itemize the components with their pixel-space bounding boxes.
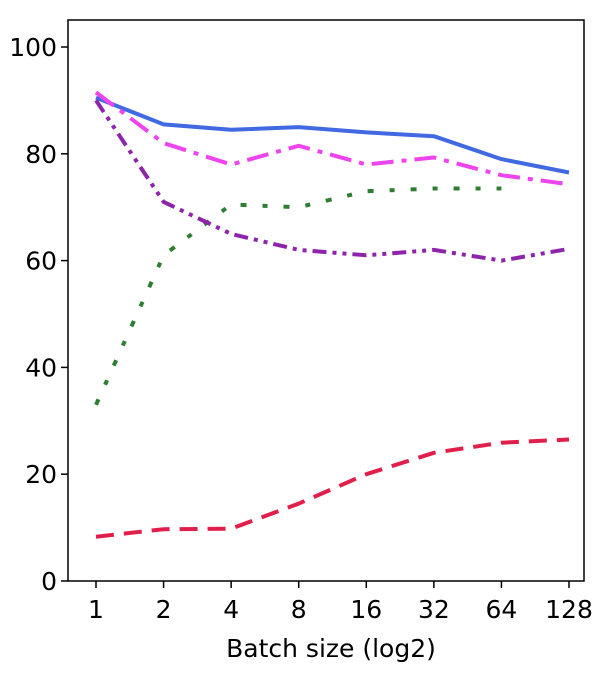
x-tick-label: 128: [545, 595, 593, 624]
series-line-1: [95, 95, 570, 175]
series-line-5: [95, 437, 570, 539]
series-line-2: [94, 90, 570, 187]
y-ticks: 0 20 40 60 80 100: [9, 33, 68, 596]
plot-frame: [67, 19, 585, 582]
x-tick-label: 4: [223, 595, 239, 624]
y-tick-label: 40: [25, 353, 57, 382]
x-axis-label: Batch size (log2): [226, 634, 436, 663]
series-line-4: [94, 99, 570, 263]
y-tick-label: 80: [25, 140, 57, 169]
series-layer: [94, 90, 570, 539]
x-tick-label: 32: [418, 595, 450, 624]
x-tick-label: 2: [156, 595, 172, 624]
x-tick-label: 16: [350, 595, 382, 624]
x-ticks: 1 2 4 8 16 32 64 128: [88, 581, 593, 624]
axes-frame: [67, 19, 585, 582]
x-tick-label: 1: [88, 595, 104, 624]
x-tick-label: 8: [291, 595, 307, 624]
plot-area: [68, 20, 584, 581]
y-tick-label: 100: [9, 33, 57, 62]
x-tick-label: 64: [486, 595, 518, 624]
y-tick-label: 20: [25, 460, 57, 489]
y-tick-label: 0: [41, 567, 57, 596]
series-line-3: [94, 186, 502, 406]
y-tick-label: 60: [25, 247, 57, 276]
